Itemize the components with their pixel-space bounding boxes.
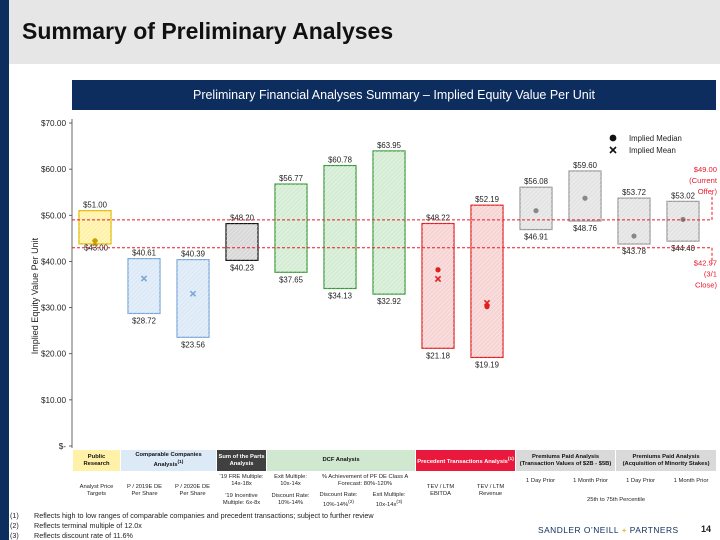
range-bar-hatch [177,259,209,338]
table-header-cell: Sum of the Parts Analysis [216,449,268,472]
mean-marker [140,275,148,282]
firm-logo: SANDLER O’NEILL + PARTNERS [538,525,679,535]
detail-1day-a: 1 Day Prior [515,471,567,491]
bar-low-label: $28.72 [132,316,156,325]
bar-low-label: $37.65 [279,275,304,284]
footnote: (1) Reflects high to low ranges of compar… [10,511,374,520]
bar-low-label: $19.19 [475,360,499,369]
y-tick-label: $10.00 [41,396,66,405]
y-tick-label: $70.00 [41,119,66,128]
mean-marker [91,239,99,247]
detail-exit-multiple: Exit Multiple: 10x-14x [266,471,316,491]
y-tick-label: $20.00 [41,350,66,359]
detail-dcf-a: Discount Rate: 10%-14% [266,490,316,510]
bar-high-label: $53.72 [622,188,646,197]
range-bar-hatch [373,150,405,295]
legend-mean-icon [609,146,617,154]
range-bar-hatch [422,223,454,349]
legend-median-label: Implied Median [629,134,682,143]
median-marker [631,233,637,239]
bar-low-label: $44.40 [671,244,696,253]
detail-analyst-price-targets: Analyst Price Targets [72,471,121,510]
range-bar-hatch [128,258,160,314]
y-tick-label: $60.00 [41,165,66,174]
reference-label: Close) [695,281,717,290]
page-number: 14 [701,524,712,534]
reference-label: (3/1 [704,270,717,279]
bar-high-label: $59.60 [573,161,598,170]
detail-tev-ebitda: TEV / LTM EBITDA [415,471,467,510]
table-header-cell: DCF Analysis [266,449,417,472]
y-tick-label: $30.00 [41,304,66,313]
bar-high-label: $56.77 [279,174,303,183]
y-tick-label: $50.00 [41,211,66,220]
bar-low-label: $21.18 [426,351,450,360]
title-band [9,0,720,64]
table-header-cell: Comparable Companies Analysis(1) [119,449,218,472]
range-chart: $- $10.00 $20.00 $30.00 $40.00 $50.00 $60.00 $7… [41,119,718,450]
median-marker [533,208,539,214]
bar-low-label: $34.13 [328,292,352,301]
bar-low-label: $32.92 [377,297,401,306]
bar-low-label: $43.78 [622,247,646,256]
range-bar-hatch [275,184,307,273]
bar-high-label: $48.20 [230,214,255,223]
table-header-cell: Precedent Transactions Analysis(1) [415,449,517,472]
bar-high-label: $40.39 [181,250,205,259]
premiums-percentile-note: 25th to 75th Percentile [515,490,718,510]
mean-marker [483,299,491,307]
legend-median-icon [609,134,617,142]
y-tick-label: $40.00 [41,257,66,266]
reference-label: (Current [689,176,718,185]
reference-label: Offer) [698,187,718,196]
detail-dcf-b: Discount Rate: 10%-14%(2) [314,490,364,510]
detail-fre-multiple: '19 FRE Multiple: 14x-18x [216,471,268,491]
range-bar-hatch [324,165,356,289]
detail-tev-revenue: TEV / LTM Revenue [465,471,517,510]
bar-high-label: $40.61 [132,249,156,258]
bar-high-label: $56.08 [524,177,548,186]
page-title: Summary of Preliminary Analyses [22,18,394,44]
bar-low-label: $23.56 [181,340,205,349]
range-bar-hatch [226,223,258,261]
detail-incentive-multiple: '19 Incentive Multiple: 6x-8x [216,490,268,510]
table-subdetail-row: '19 Incentive Multiple: 6x-8x Discount R… [73,490,718,510]
bar-high-label: $51.00 [83,201,108,210]
detail-1month-b: 1 Month Prior [665,471,718,491]
bar-low-label: $43.00 [84,244,109,253]
bar-high-label: $63.95 [377,141,402,150]
detail-achievement: % Achievement of PF DE Class A Forecast:… [314,471,417,491]
bar-low-label: $48.76 [573,224,597,233]
left-accent-bar [0,0,9,540]
methodology-table: Public Research Comparable Companies Anal… [72,449,718,510]
bar-high-label: $52.19 [475,195,499,204]
bar-high-label: $60.78 [328,156,352,165]
table-detail-row: Analyst Price Targets P / 2019E DE Per S… [72,471,718,510]
chart-subtitle: Preliminary Financial Analyses Summary –… [72,80,716,110]
table-header-cell: Public Research [72,449,121,472]
bar-high-label: $53.02 [671,191,695,200]
table-header-row: Public Research Comparable Companies Anal… [72,449,718,472]
mean-marker [434,275,442,283]
bar-low-label: $40.23 [230,263,254,272]
median-marker [582,195,588,201]
table-header-cell: Premiums Paid Analysis (Acquisition of M… [615,449,718,472]
legend-mean-label: Implied Mean [629,146,676,155]
detail-p-2020e: P / 2020E DE Per Share [167,471,218,510]
detail-1day-b: 1 Day Prior [615,471,667,491]
bar-low-label: $46.91 [524,233,548,242]
range-bar-hatch [471,205,503,358]
footnote: (2) Reflects terminal multiple of 12.0x [10,521,142,530]
detail-dcf-c: Exit Multiple: 10x-14x(3) [362,490,417,510]
mean-marker [189,290,197,297]
y-tick-label: $- [59,442,67,450]
detail-p-2019e: P / 2019E DE Per Share [120,471,169,510]
footnote: (3) Reflects discount rate of 11.6% [10,531,133,540]
bar-high-label: $48.22 [426,213,450,222]
reference-label: $42.97 [694,259,717,268]
reference-label: $49.00 [694,165,717,174]
detail-1month-a: 1 Month Prior [565,471,617,491]
table-header-cell: Premiums Paid Analysis (Transaction Valu… [515,449,617,472]
median-marker [435,267,441,273]
